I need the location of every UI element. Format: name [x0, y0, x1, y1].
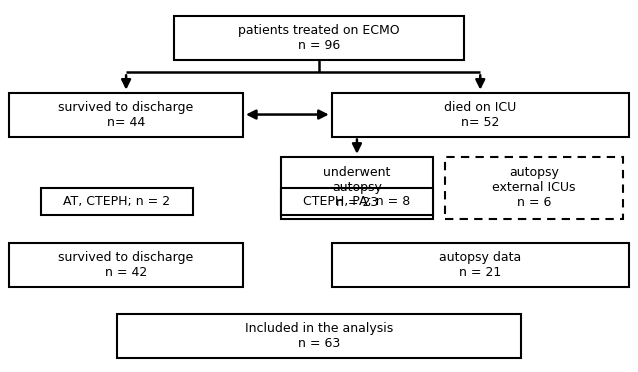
- Text: CTEPH, PA; n = 8: CTEPH, PA; n = 8: [303, 195, 411, 208]
- Text: AT, CTEPH; n = 2: AT, CTEPH; n = 2: [63, 195, 170, 208]
- Bar: [41, 188, 193, 215]
- Bar: [281, 157, 433, 219]
- Bar: [117, 314, 521, 358]
- Bar: [445, 157, 623, 219]
- Text: survived to discharge
n= 44: survived to discharge n= 44: [59, 100, 194, 129]
- Bar: [281, 188, 433, 215]
- Text: patients treated on ECMO
n = 96: patients treated on ECMO n = 96: [238, 23, 400, 52]
- Text: Included in the analysis
n = 63: Included in the analysis n = 63: [245, 322, 393, 350]
- Text: died on ICU
n= 52: died on ICU n= 52: [444, 100, 516, 129]
- Bar: [332, 93, 629, 137]
- Text: survived to discharge
n = 42: survived to discharge n = 42: [59, 251, 194, 279]
- Text: autopsy
external ICUs
n = 6: autopsy external ICUs n = 6: [493, 166, 575, 209]
- Bar: [9, 243, 243, 287]
- Text: underwent
autopsy
n = 23: underwent autopsy n = 23: [323, 166, 390, 209]
- Bar: [174, 16, 464, 60]
- Text: autopsy data
n = 21: autopsy data n = 21: [439, 251, 521, 279]
- Bar: [332, 243, 629, 287]
- Bar: [9, 93, 243, 137]
